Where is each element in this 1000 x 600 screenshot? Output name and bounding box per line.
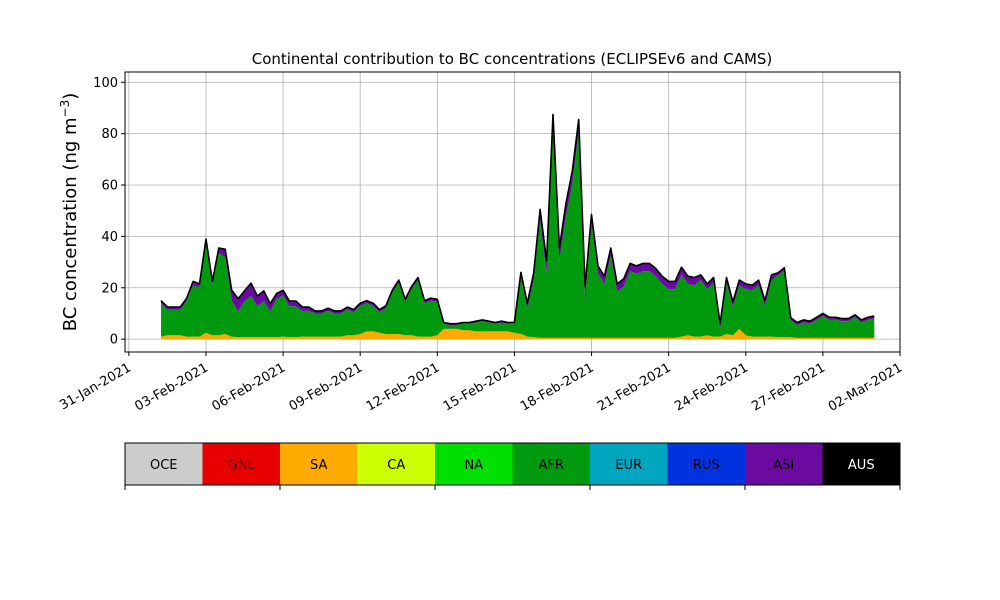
x-tick-label: 27-Feb-2021 bbox=[749, 360, 828, 414]
colorbar-label-aus: AUS bbox=[848, 458, 875, 473]
colorbar-swatch-oce bbox=[125, 443, 203, 485]
x-tick-label: 15-Feb-2021 bbox=[441, 360, 520, 414]
x-tick-label: 18-Feb-2021 bbox=[518, 360, 597, 414]
area-sa bbox=[161, 328, 875, 340]
y-axis-label: BC concentration (ng m−3) bbox=[58, 93, 81, 332]
colorbar-label-sa: SA bbox=[310, 458, 327, 473]
colorbar-label-asi: ASI bbox=[773, 458, 794, 473]
x-tick-label: 09-Feb-2021 bbox=[287, 360, 366, 414]
x-tick-label: 06-Feb-2021 bbox=[210, 360, 289, 414]
plot-frame bbox=[124, 71, 901, 353]
colorbar-swatch-afr bbox=[512, 443, 591, 485]
y-tick-label: 40 bbox=[101, 230, 118, 245]
x-tick-label: 21-Feb-2021 bbox=[595, 360, 674, 414]
y-tick-label: 80 bbox=[101, 127, 118, 142]
colorbar-label-eur: EUR bbox=[615, 458, 642, 473]
colorbar-swatch-rus bbox=[667, 443, 746, 485]
total-line bbox=[160, 113, 875, 325]
chart-title: Continental contribution to BC concentra… bbox=[252, 50, 773, 68]
x-tick-label: 03-Feb-2021 bbox=[132, 360, 211, 414]
total-line-path bbox=[160, 113, 875, 325]
y-tick-label: 60 bbox=[101, 179, 118, 194]
stacked-areas bbox=[161, 114, 875, 340]
colorbar-label-afr: AFR bbox=[539, 458, 564, 473]
x-tick-label: 02-Mar-2021 bbox=[826, 360, 905, 414]
x-tick-label: 31-Jan-2021 bbox=[57, 360, 134, 413]
colorbar-frame bbox=[124, 442, 901, 486]
y-tick-label: 100 bbox=[93, 76, 118, 91]
colorbar-label-rus: RUS bbox=[693, 458, 720, 473]
colorbar-swatch-gnl bbox=[202, 443, 281, 485]
colorbar-label-na: NA bbox=[464, 458, 483, 473]
colorbar-swatch-ca bbox=[357, 443, 436, 485]
x-tick-label: 24-Feb-2021 bbox=[672, 360, 751, 414]
area-afr bbox=[161, 127, 875, 338]
colorbar-swatch-eur bbox=[590, 443, 668, 485]
colorbar-label-oce: OCE bbox=[150, 458, 178, 473]
y-tick-label: 20 bbox=[101, 281, 118, 296]
region-colorbar: OCE GNL SA CA NA AFR EUR RUS ASI AUS bbox=[124, 442, 901, 490]
y-axis: 0 20 40 60 80 100 bbox=[93, 76, 125, 348]
colorbar-label-ca: CA bbox=[387, 458, 405, 473]
x-axis: 31-Jan-202103-Feb-202106-Feb-202109-Feb-… bbox=[57, 352, 905, 415]
colorbar-swatch-aus bbox=[822, 443, 901, 485]
y-tick-label: 0 bbox=[110, 333, 118, 348]
colorbar-swatch-asi bbox=[745, 443, 823, 485]
colorbar-swatch-sa bbox=[280, 443, 358, 485]
colorbar-label-gnl: GNL bbox=[228, 458, 256, 473]
colorbar-swatch-na bbox=[435, 443, 513, 485]
x-tick-label: 12-Feb-2021 bbox=[364, 360, 443, 414]
